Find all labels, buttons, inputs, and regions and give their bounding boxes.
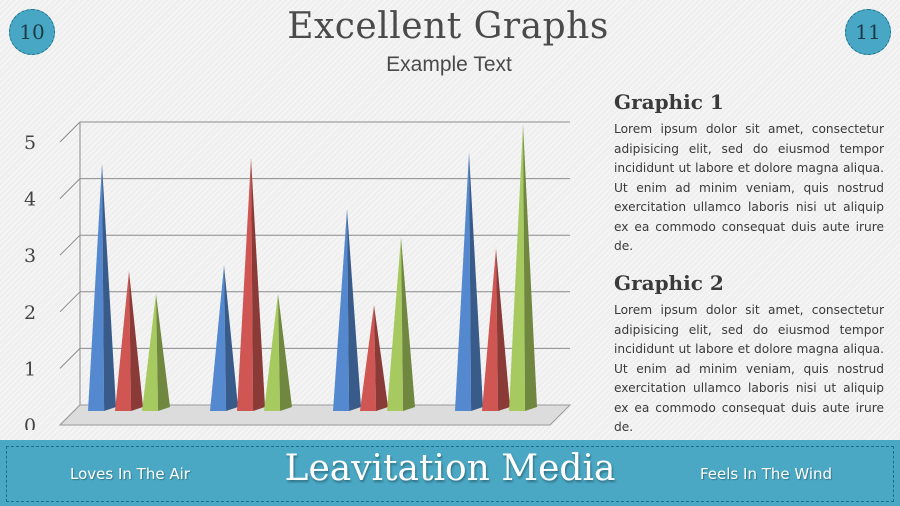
- page-number-right: 11: [855, 20, 881, 44]
- chart-bar: [509, 124, 537, 411]
- y-tick-label: 4: [24, 189, 36, 211]
- chart-bar: [482, 248, 510, 411]
- footer-right-tagline: Feels In The Wind: [700, 465, 833, 483]
- graphic-2-body: Lorem ipsum dolor sit amet, consectetur …: [614, 303, 884, 434]
- y-tick-label: 5: [24, 132, 36, 154]
- chart-bar: [455, 152, 483, 412]
- y-tick-label: 1: [24, 358, 36, 380]
- y-axis-ticks: 0 1 2 3 4 5: [24, 132, 36, 430]
- slide-subtitle: Example Text: [386, 53, 512, 76]
- y-tick-label: 2: [24, 302, 36, 324]
- graphic-1-title: Graphic 1: [614, 90, 724, 114]
- chart-floor: [58, 404, 572, 426]
- slide-title: Excellent Graphs: [287, 6, 609, 47]
- page-number-badge-right: 11: [845, 9, 891, 55]
- chart-bar: [88, 163, 116, 411]
- chart-bar: [264, 293, 292, 411]
- footer-brand-name: Leavitation Media: [284, 448, 616, 489]
- chart-grid: [58, 121, 572, 426]
- y-tick-label: 3: [24, 245, 36, 267]
- footer-banner: Loves In The Air Leavitation Media Feels…: [0, 440, 900, 506]
- graphic-1-body: Lorem ipsum dolor sit amet, consectetur …: [614, 122, 884, 253]
- graphic-2-block: Graphic 2 Lorem ipsum dolor sit amet, co…: [614, 271, 884, 438]
- cone-bar-chart: 0 1 2 3 4 5: [24, 121, 572, 430]
- footer-left-tagline: Loves In The Air: [70, 465, 190, 483]
- page-number-badge-left: 10: [9, 9, 55, 55]
- chart-bar: [387, 237, 415, 411]
- chart-bar: [333, 208, 361, 411]
- chart-bar: [360, 305, 388, 411]
- chart-bar: [237, 157, 265, 411]
- chart-marks: [88, 124, 537, 412]
- graphic-1-block: Graphic 1 Lorem ipsum dolor sit amet, co…: [614, 90, 884, 257]
- graphic-2-title: Graphic 2: [614, 271, 724, 295]
- chart-bar: [142, 293, 170, 411]
- footer-dashed-border: [6, 446, 894, 502]
- chart-bar: [115, 271, 143, 411]
- chart-bar: [210, 265, 238, 411]
- y-tick-label: 0: [24, 415, 36, 430]
- page-number-left: 10: [19, 20, 45, 44]
